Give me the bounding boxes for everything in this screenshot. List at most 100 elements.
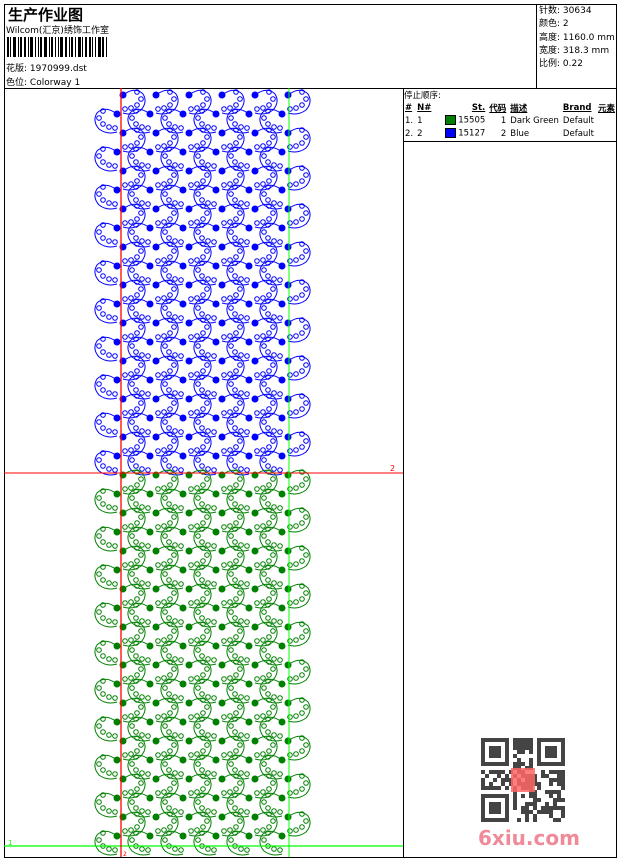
- stitch-motif: [251, 241, 278, 267]
- barcode-bar: [13, 37, 16, 57]
- stitch-motif: [218, 165, 245, 191]
- stitch-motif: [152, 583, 179, 609]
- qr-module: [501, 770, 505, 774]
- qr-module: [513, 806, 517, 810]
- qr-module: [513, 754, 517, 758]
- stitch-motif: [218, 317, 245, 343]
- qr-module: [517, 762, 521, 766]
- stitch-motif: [193, 374, 220, 400]
- stitch-motif: [284, 393, 311, 419]
- stitch-motif: [251, 393, 278, 419]
- stitch-motif: [259, 260, 286, 286]
- stitch-motif: [259, 716, 286, 742]
- qr-module: [553, 762, 557, 766]
- qr-module: [505, 806, 509, 810]
- stitch-motif: [193, 602, 220, 628]
- stitch-motif: [185, 317, 212, 343]
- stitch-motif: [259, 564, 286, 590]
- qr-module: [505, 746, 509, 750]
- qr-module: [505, 778, 509, 782]
- stitch-motif: [226, 184, 253, 210]
- qr-module: [545, 802, 549, 806]
- color-swatch: [444, 128, 456, 139]
- barcode-bar: [7, 37, 9, 57]
- stitch-motif: [193, 260, 220, 286]
- qr-module: [505, 738, 509, 742]
- stitch-motif: [259, 374, 286, 400]
- stitch-motif: [284, 583, 311, 609]
- qr-module: [561, 806, 565, 810]
- qr-module: [533, 814, 537, 818]
- stitch-motif: [284, 317, 311, 343]
- qr-module: [557, 782, 561, 786]
- qr-module: [485, 762, 489, 766]
- stitch-motif: [185, 583, 212, 609]
- qr-module: [549, 810, 553, 814]
- stitch-motif: [94, 412, 121, 438]
- qr-module: [485, 786, 489, 790]
- qr-module: [557, 818, 561, 822]
- stitch-motif: [160, 526, 187, 552]
- qr-module: [497, 810, 501, 814]
- stitch-motif: [259, 754, 286, 780]
- qr-module: [517, 818, 521, 822]
- stitch-motif: [94, 222, 121, 248]
- stitch-motif: [259, 412, 286, 438]
- stitch-motif: [94, 678, 121, 704]
- stitch-motif: [160, 678, 187, 704]
- stitch-motif: [259, 450, 286, 476]
- stitch-motif: [119, 507, 146, 533]
- qr-module: [533, 806, 537, 810]
- qr-module: [513, 738, 517, 742]
- stitch-motif: [226, 222, 253, 248]
- colorway-value: Colorway 1: [29, 78, 81, 88]
- stitch-motif: [127, 488, 154, 514]
- qr-module: [481, 738, 485, 742]
- qr-module: [505, 802, 509, 806]
- qr-module: [493, 806, 497, 810]
- stitch-motif: [259, 792, 286, 818]
- stitch-motif: [193, 298, 220, 324]
- stitch-motif: [193, 184, 220, 210]
- stitch-motif: [226, 488, 253, 514]
- qr-module: [497, 806, 501, 810]
- stitch-motif: [160, 488, 187, 514]
- qr-module: [505, 798, 509, 802]
- qr-module: [481, 742, 485, 746]
- qr-module: [517, 746, 521, 750]
- qr-module: [545, 746, 549, 750]
- qr-module: [493, 818, 497, 822]
- qr-module: [561, 770, 565, 774]
- qr-module: [529, 750, 533, 754]
- stitch-motif: [127, 754, 154, 780]
- stitch-motif: [218, 89, 245, 115]
- stitch-motif: [193, 488, 220, 514]
- qr-module: [533, 818, 537, 822]
- stitch-motif: [185, 773, 212, 799]
- stitch-motif: [218, 697, 245, 723]
- stitch-motif: [193, 640, 220, 666]
- qr-module: [493, 738, 497, 742]
- qr-module: [541, 770, 545, 774]
- qr-module: [481, 810, 485, 814]
- stitch-motif: [160, 374, 187, 400]
- stitch-motif: [193, 678, 220, 704]
- qr-module: [533, 794, 537, 798]
- stitch-motif: [185, 659, 212, 685]
- stitch-motif: [152, 811, 179, 837]
- qr-module: [481, 750, 485, 754]
- stitch-motif: [284, 621, 311, 647]
- qr-module: [501, 778, 505, 782]
- stitch-motif: [127, 526, 154, 552]
- stitch-motif: [119, 697, 146, 723]
- qr-module: [553, 754, 557, 758]
- start-marker: 1: [8, 839, 12, 847]
- qr-module: [481, 818, 485, 822]
- stitch-motif: [119, 583, 146, 609]
- stitch-motif: [185, 89, 212, 115]
- qr-module: [501, 794, 505, 798]
- qr-module: [497, 746, 501, 750]
- qr-module: [549, 782, 553, 786]
- qr-module: [561, 778, 565, 782]
